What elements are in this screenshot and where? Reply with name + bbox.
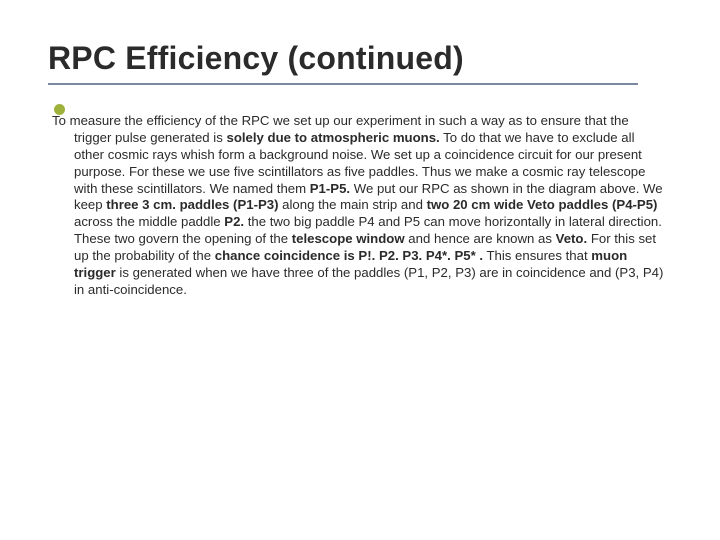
- text-run: This ensures that: [483, 248, 591, 263]
- text-bold: Veto.: [556, 231, 588, 246]
- text-bold: P1-P5.: [310, 181, 350, 196]
- accent-dot-icon: [54, 104, 65, 115]
- text-run: across the middle paddle: [74, 214, 224, 229]
- slide-container: RPC Efficiency (continued) To measure th…: [0, 0, 720, 540]
- text-bold: telescope window: [292, 231, 405, 246]
- body-paragraph: To measure the efficiency of the RPC we …: [48, 113, 672, 299]
- text-run: is generated when we have three of the p…: [74, 265, 663, 297]
- text-bold: chance coincidence is P!. P2. P3. P4*. P…: [215, 248, 483, 263]
- text-run: along the main strip and: [279, 197, 427, 212]
- slide-title: RPC Efficiency (continued): [48, 40, 672, 77]
- title-underline: [48, 83, 638, 85]
- text-bold: solely due to atmospheric muons.: [226, 130, 439, 145]
- text-bold: three 3 cm. paddles (P1-P3): [106, 197, 278, 212]
- body-text-block: To measure the efficiency of the RPC we …: [52, 113, 664, 299]
- title-block: RPC Efficiency (continued): [48, 40, 672, 85]
- text-bold: P2.: [224, 214, 244, 229]
- text-run: and hence are known as: [405, 231, 556, 246]
- text-bold: two 20 cm wide Veto paddles (P4-P5): [427, 197, 658, 212]
